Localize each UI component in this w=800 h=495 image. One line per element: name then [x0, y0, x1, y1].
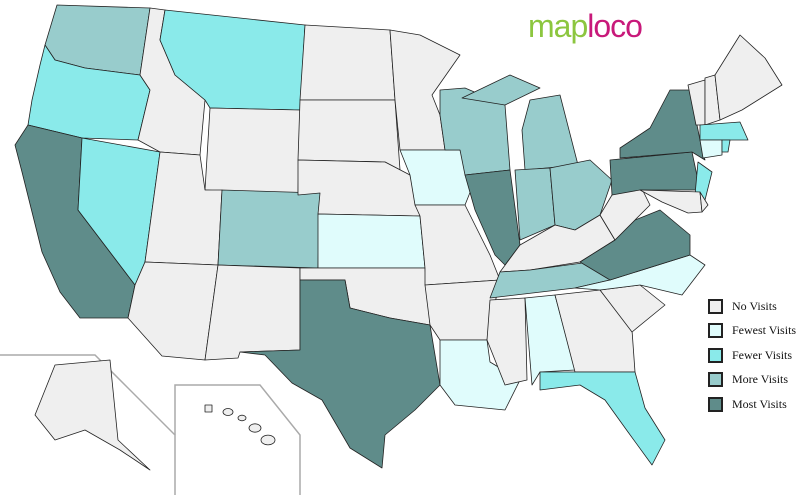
- state-ct[interactable]: [699, 139, 723, 159]
- state-pa[interactable]: [609, 151, 701, 196]
- alaska-inset-border: [0, 354, 176, 495]
- legend-swatch: [708, 372, 723, 388]
- state-tx[interactable]: [239, 279, 441, 469]
- legend-item-more: More Visits: [708, 368, 796, 393]
- legend-swatch: [708, 298, 723, 314]
- hawaii-inset-border: [174, 384, 301, 495]
- state-nm[interactable]: [204, 264, 301, 361]
- state-ma[interactable]: [699, 121, 749, 141]
- state-hi[interactable]: [204, 404, 213, 413]
- state-me[interactable]: [714, 34, 783, 121]
- state-ak[interactable]: [34, 359, 151, 471]
- legend-item-fewer: Fewer Visits: [708, 343, 796, 368]
- legend-item-fewest: Fewest Visits: [708, 319, 796, 344]
- legend-item-most: Most Visits: [708, 392, 796, 417]
- state-hi-island[interactable]: [222, 408, 234, 416]
- state-nd[interactable]: [299, 24, 396, 101]
- state-ms[interactable]: [486, 297, 528, 386]
- state-mi[interactable]: [461, 74, 541, 106]
- legend-swatch: [708, 323, 723, 339]
- state-ri[interactable]: [721, 139, 731, 153]
- state-la[interactable]: [439, 339, 521, 411]
- state-wy[interactable]: [204, 107, 301, 196]
- maploco-logo: maploco: [528, 8, 643, 44]
- legend-swatch: [708, 396, 723, 412]
- state-ga[interactable]: [554, 289, 636, 373]
- state-hi-island[interactable]: [237, 414, 247, 422]
- state-co[interactable]: [217, 189, 321, 269]
- state-de[interactable]: [699, 191, 709, 213]
- state-az[interactable]: [127, 261, 219, 361]
- state-nc[interactable]: [574, 254, 706, 296]
- state-md[interactable]: [639, 189, 703, 214]
- state-al[interactable]: [524, 294, 576, 386]
- legend-swatch: [708, 347, 723, 363]
- legend-item-none: No Visits: [708, 294, 796, 319]
- state-sd[interactable]: [297, 99, 401, 171]
- state-hi-island[interactable]: [260, 434, 276, 446]
- state-ks[interactable]: [317, 213, 426, 269]
- legend: No Visits Fewest Visits Fewer Visits Mor…: [708, 294, 796, 417]
- state-hi-island[interactable]: [248, 423, 262, 433]
- state-fl[interactable]: [539, 371, 666, 466]
- state-mi[interactable]: [521, 94, 579, 171]
